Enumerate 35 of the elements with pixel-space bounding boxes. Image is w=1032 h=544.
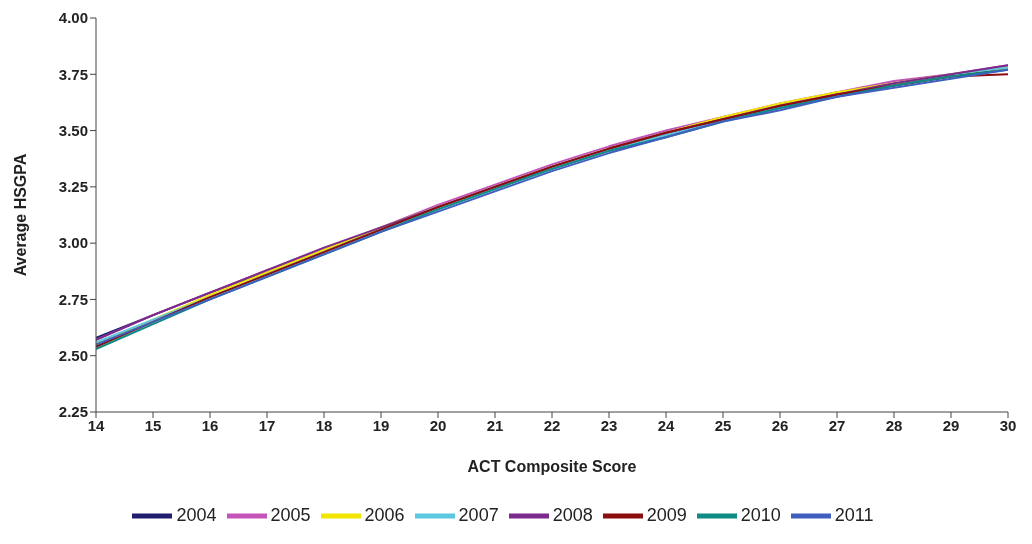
y-tick-label: 2.25 <box>58 403 88 421</box>
y-axis-title: Average HSGPA <box>11 153 29 277</box>
y-tick-label: 2.50 <box>58 347 88 365</box>
x-tick-label: 20 <box>429 416 447 434</box>
x-tick-label: 28 <box>885 416 903 434</box>
legend-label: 2010 <box>740 504 781 525</box>
x-tick-label: 30 <box>999 416 1017 434</box>
x-tick-label: 14 <box>87 416 105 434</box>
y-tick-label: 4.00 <box>58 9 88 27</box>
legend-label: 2004 <box>176 504 217 525</box>
x-tick-label: 26 <box>771 416 789 434</box>
x-tick-label: 17 <box>258 416 276 434</box>
y-tick-label: 3.75 <box>58 65 88 83</box>
legend-label: 2009 <box>646 504 687 525</box>
x-axis-title: ACT Composite Score <box>467 458 637 475</box>
legend-label: 2005 <box>270 504 311 525</box>
x-tick-label: 29 <box>942 416 960 434</box>
y-tick-label: 3.00 <box>58 234 88 252</box>
x-tick-label: 19 <box>372 416 390 434</box>
x-tick-label: 21 <box>486 416 504 434</box>
x-tick-label: 22 <box>543 416 561 434</box>
y-tick-label: 3.50 <box>58 121 88 139</box>
y-tick-label: 3.25 <box>58 178 88 196</box>
x-tick-label: 23 <box>600 416 618 434</box>
x-tick-label: 16 <box>201 416 219 434</box>
x-tick-label: 18 <box>315 416 333 434</box>
legend-label: 2006 <box>364 504 405 525</box>
x-tick-label: 15 <box>144 416 162 434</box>
x-tick-label: 25 <box>714 416 732 434</box>
legend-label: 2007 <box>458 504 499 525</box>
x-tick-label: 24 <box>657 416 675 434</box>
y-tick-label: 2.75 <box>58 290 88 308</box>
legend-label: 2008 <box>552 504 593 525</box>
x-tick-label: 27 <box>828 416 846 434</box>
legend-label: 2011 <box>834 504 874 525</box>
